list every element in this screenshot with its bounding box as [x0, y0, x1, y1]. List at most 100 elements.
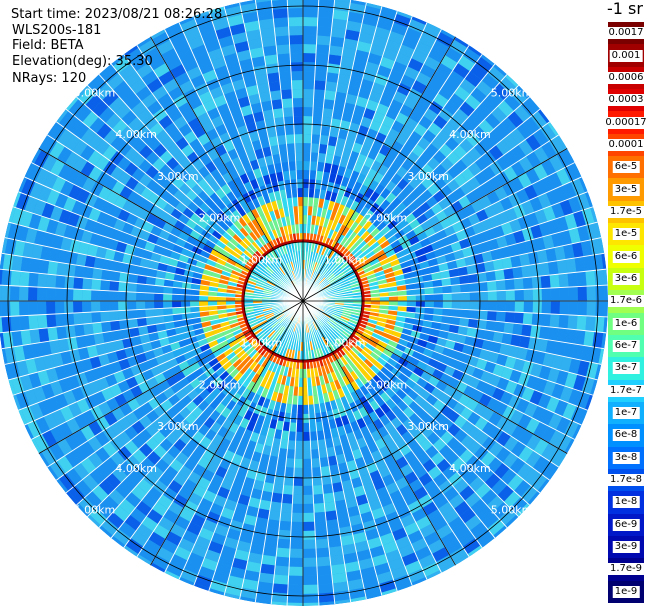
- radar-gate: [467, 161, 482, 177]
- radar-gate: [516, 462, 533, 480]
- radar-gate: [303, 602, 319, 606]
- radar-gate: [522, 312, 533, 326]
- radar-gate: [197, 566, 216, 580]
- radar-gate: [507, 243, 520, 257]
- radar-gate: [345, 351, 355, 361]
- radar-gate: [467, 376, 481, 390]
- colorbar-label: 1e-6: [612, 317, 640, 330]
- radar-gate: [315, 421, 324, 432]
- radar-gate: [194, 574, 213, 589]
- radar-gate: [19, 271, 30, 287]
- radar-gate: [288, 330, 294, 340]
- radar-gate: [556, 167, 571, 186]
- radar-gate: [372, 374, 383, 385]
- radar-gate: [308, 188, 315, 198]
- radar-gate: [442, 508, 460, 525]
- radar-gate: [416, 213, 428, 225]
- radar-gate: [449, 39, 468, 56]
- radar-gate: [311, 125, 322, 135]
- radar-gate: [488, 411, 503, 427]
- radar-gate: [423, 208, 436, 220]
- radar-gate: [420, 189, 433, 202]
- radar-gate: [390, 196, 402, 209]
- radar-gate: [438, 501, 455, 517]
- radar-gate: [475, 358, 488, 371]
- radar-gate: [353, 104, 366, 117]
- radar-gate: [414, 406, 428, 420]
- radar-gate: [341, 111, 354, 123]
- range-label: 5.00km: [74, 86, 116, 99]
- radar-gate: [415, 294, 425, 301]
- radar-gate: [294, 449, 303, 459]
- radar-gate: [231, 511, 246, 524]
- radar-gate: [412, 366, 425, 378]
- radar-gate: [525, 348, 537, 363]
- radar-gate: [223, 536, 239, 550]
- radar-gate: [315, 253, 321, 263]
- radar-gate: [520, 98, 538, 117]
- radar-gate: [361, 262, 372, 271]
- radar-gate: [586, 361, 599, 380]
- radar-gate: [351, 311, 361, 317]
- radar-gate: [274, 26, 290, 37]
- radar-gate: [28, 301, 38, 316]
- colorbar-label: 1.7e-6: [607, 295, 645, 308]
- radar-gate: [314, 412, 323, 423]
- radar-gate: [343, 451, 355, 463]
- radar-gate: [568, 358, 581, 375]
- radar-gate: [349, 440, 360, 452]
- radar-gate: [323, 247, 330, 257]
- radar-gate: [364, 187, 375, 199]
- radar-gate: [443, 486, 460, 502]
- radar-gate: [331, 572, 348, 584]
- radar-gate: [313, 98, 325, 109]
- colorbar-label: 1.7e-9: [607, 563, 645, 576]
- radar-gate: [332, 284, 342, 290]
- radar-gate: [261, 554, 277, 566]
- radar-gate: [455, 257, 467, 269]
- colorbar-label: 1e-7: [612, 407, 640, 420]
- radar-gate: [374, 384, 385, 396]
- radar-gate: [465, 190, 479, 204]
- radar-gate: [303, 134, 312, 144]
- radar-gate: [393, 377, 405, 389]
- radar-gate: [213, 494, 228, 508]
- radar-gate: [514, 479, 531, 498]
- radar-gate: [594, 269, 605, 286]
- radar-gate: [91, 311, 102, 324]
- radar-gate: [459, 317, 470, 328]
- radar-gate: [423, 313, 434, 322]
- radar-gate: [287, 8, 303, 18]
- radar-gate: [341, 330, 351, 339]
- radar-gate: [303, 467, 313, 477]
- radar-gate: [275, 364, 282, 375]
- radar-gate: [264, 436, 274, 447]
- radar-gate: [385, 39, 402, 53]
- radar-gate: [252, 479, 265, 491]
- radar-gate: [264, 537, 279, 548]
- radar-gate: [344, 326, 355, 334]
- radar-gate: [395, 249, 407, 259]
- radar-gate: [345, 197, 355, 209]
- radar-gate: [1, 316, 12, 333]
- radar-gate: [348, 349, 358, 359]
- radar-gate: [341, 385, 351, 397]
- radar-gate: [1, 269, 12, 286]
- radar-gate: [369, 241, 380, 251]
- radar-gate: [513, 277, 524, 290]
- radar-gate: [315, 44, 330, 55]
- radar-gate: [458, 352, 471, 365]
- colorbar-label: 6e-9: [612, 518, 640, 531]
- radar-gate: [382, 48, 399, 62]
- radar-gate: [333, 288, 343, 293]
- radar-gate: [495, 279, 506, 291]
- radar-gate: [286, 394, 294, 405]
- radar-gate: [37, 273, 48, 288]
- radar-gate: [275, 465, 286, 477]
- radar-gate: [336, 271, 345, 279]
- radar-gate: [534, 208, 548, 225]
- radar-gate: [360, 78, 375, 91]
- radar-gate: [311, 331, 316, 341]
- radar-gate: [338, 259, 347, 268]
- radar-gate: [568, 227, 581, 244]
